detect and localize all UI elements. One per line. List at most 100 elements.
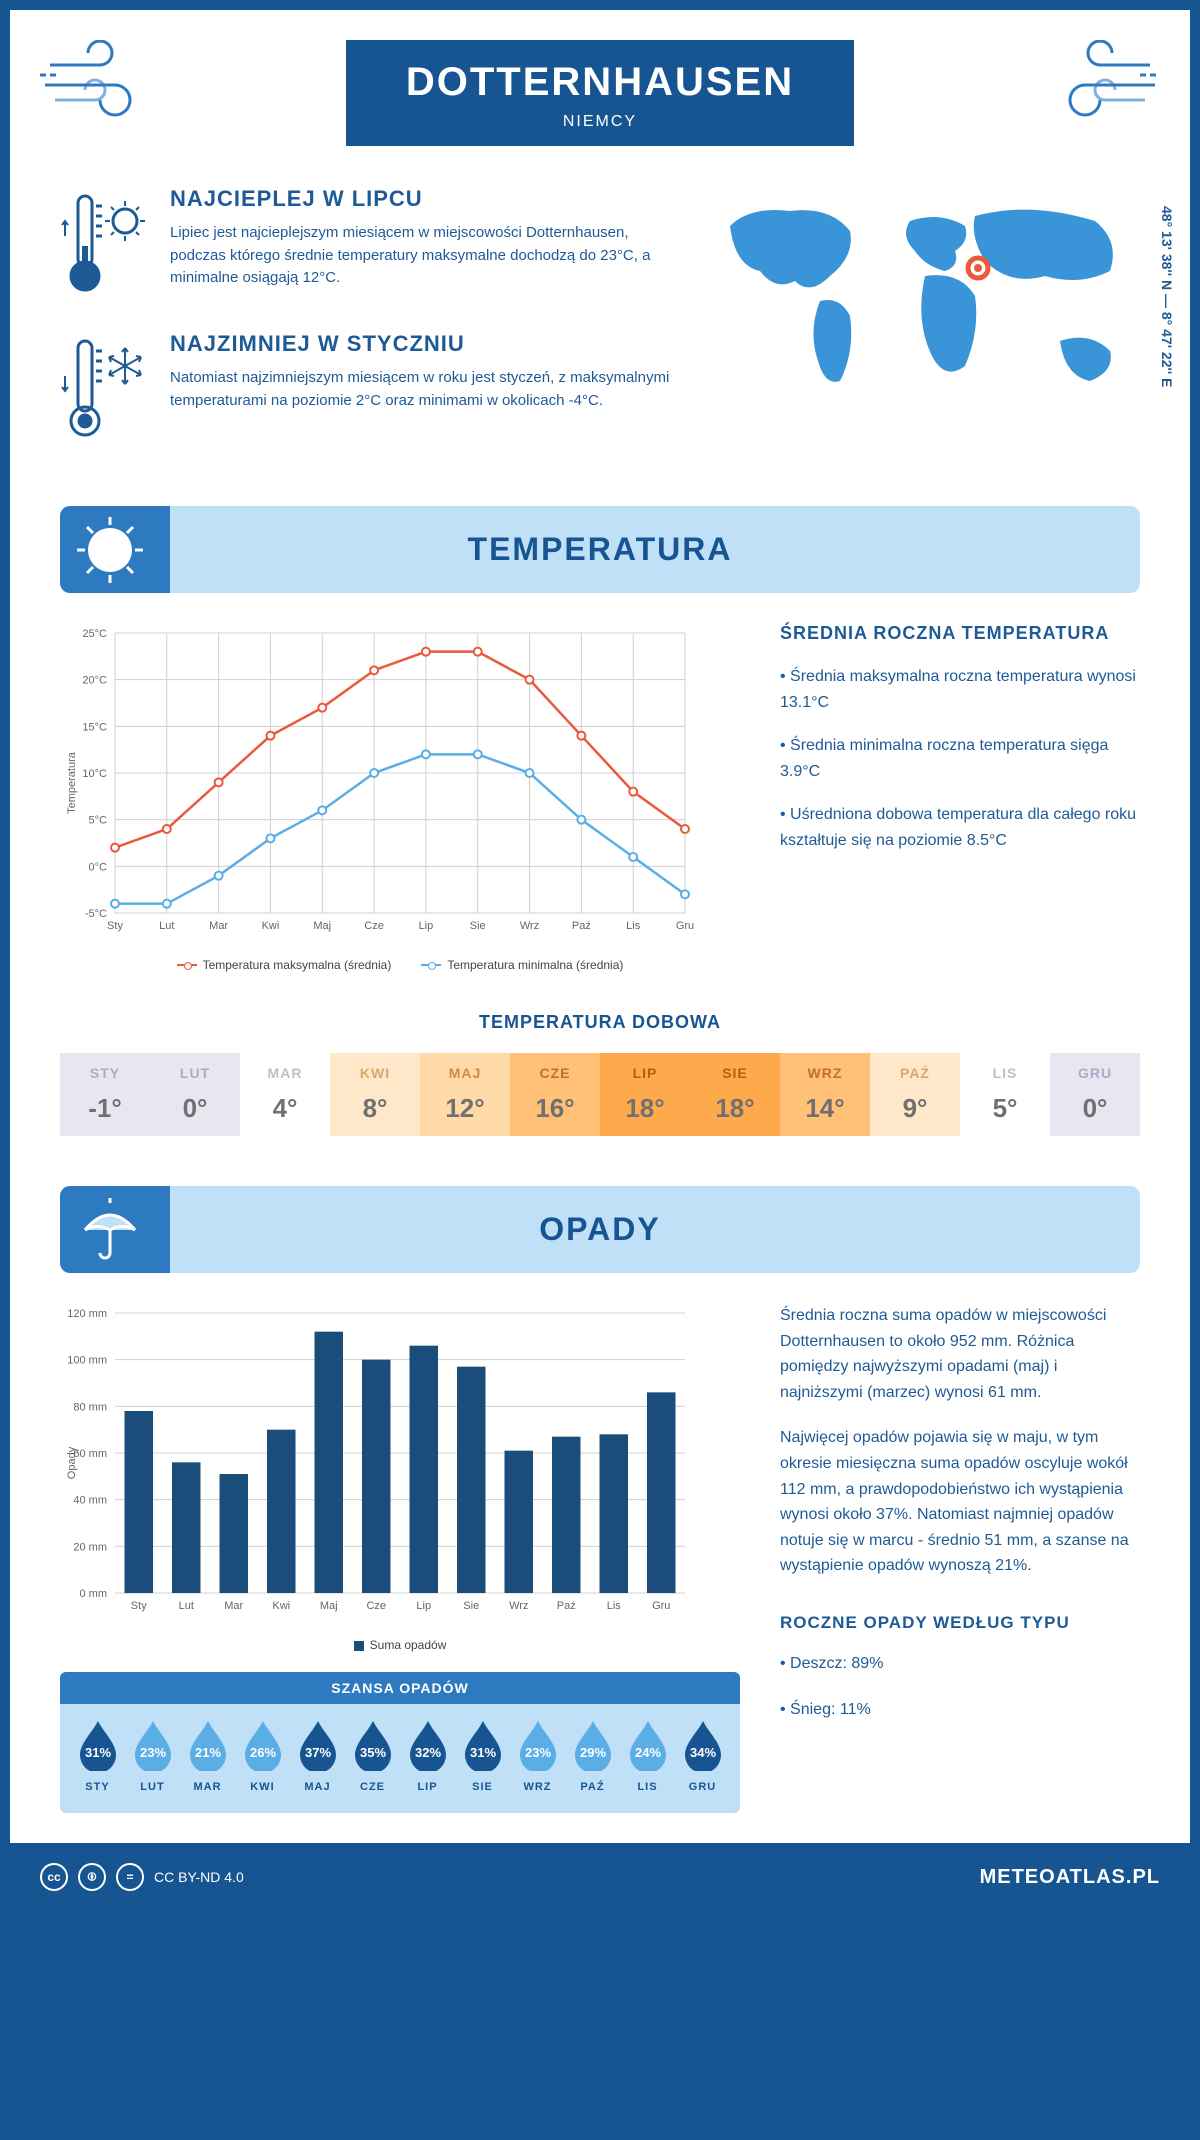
drop-item: 34%GRU — [675, 1719, 730, 1793]
warmest-block: NAJCIEPLEJ W LIPCU Lipiec jest najcieple… — [60, 186, 670, 301]
svg-text:0 mm: 0 mm — [80, 1588, 108, 1600]
svg-text:35%: 35% — [359, 1745, 385, 1760]
temp-info-title: ŚREDNIA ROCZNA TEMPERATURA — [780, 623, 1140, 644]
temp-bullet: • Średnia maksymalna roczna temperatura … — [780, 664, 1140, 715]
page: DOTTERNHAUSEN NIEMCY NAJCIEPLEJ W LIPCU … — [10, 10, 1190, 1911]
thermometer-sun-icon — [60, 186, 150, 301]
daily-cell: KWI8° — [330, 1053, 420, 1136]
svg-text:Mar: Mar — [224, 1600, 243, 1612]
daily-cell: SIE18° — [690, 1053, 780, 1136]
svg-text:29%: 29% — [579, 1745, 605, 1760]
svg-text:Sty: Sty — [107, 920, 123, 932]
precip-snow: • Śnieg: 11% — [780, 1697, 1140, 1723]
svg-text:20°C: 20°C — [82, 675, 107, 687]
sun-badge-icon — [60, 506, 170, 593]
wind-icon — [40, 40, 160, 125]
daily-temp-table: STY-1°LUT0°MAR4°KWI8°MAJ12°CZE16°LIP18°S… — [60, 1053, 1140, 1136]
svg-text:100 mm: 100 mm — [67, 1355, 107, 1367]
daily-cell: PAŹ9° — [870, 1053, 960, 1136]
drop-item: 23%WRZ — [510, 1719, 565, 1793]
site-name: METEOATLAS.PL — [980, 1866, 1160, 1889]
svg-text:Wrz: Wrz — [509, 1600, 528, 1612]
svg-text:Lis: Lis — [607, 1600, 622, 1612]
svg-text:Wrz: Wrz — [520, 920, 539, 932]
footer: cc 🅯 = CC BY-ND 4.0 METEOATLAS.PL — [10, 1843, 1190, 1911]
precip-rain: • Deszcz: 89% — [780, 1651, 1140, 1677]
svg-text:Cze: Cze — [366, 1600, 386, 1612]
drop-item: 31%STY — [70, 1719, 125, 1793]
svg-text:Lip: Lip — [419, 920, 434, 932]
svg-text:Kwi: Kwi — [262, 920, 280, 932]
precip-p1: Średnia roczna suma opadów w miejscowośc… — [780, 1303, 1140, 1405]
svg-text:32%: 32% — [414, 1745, 440, 1760]
cc-icon: cc — [40, 1863, 68, 1891]
temperature-header: TEMPERATURA — [60, 506, 1140, 593]
svg-text:-5°C: -5°C — [85, 908, 107, 920]
svg-text:26%: 26% — [249, 1745, 275, 1760]
warmest-title: NAJCIEPLEJ W LIPCU — [170, 186, 670, 212]
country-label: NIEMCY — [406, 113, 794, 131]
svg-text:Opady: Opady — [66, 1446, 78, 1479]
intro-row: NAJCIEPLEJ W LIPCU Lipiec jest najcieple… — [60, 186, 1140, 476]
svg-text:80 mm: 80 mm — [73, 1401, 107, 1413]
daily-temp-title: TEMPERATURA DOBOWA — [60, 1012, 1140, 1033]
svg-text:0°C: 0°C — [89, 861, 108, 873]
wind-icon — [1040, 40, 1160, 125]
daily-cell: WRZ14° — [780, 1053, 870, 1136]
svg-text:Lip: Lip — [416, 1600, 431, 1612]
svg-text:20 mm: 20 mm — [73, 1541, 107, 1553]
daily-cell: CZE16° — [510, 1053, 600, 1136]
svg-text:120 mm: 120 mm — [67, 1308, 107, 1320]
svg-text:37%: 37% — [304, 1745, 330, 1760]
svg-text:Gru: Gru — [676, 920, 694, 932]
svg-text:Sie: Sie — [463, 1600, 479, 1612]
svg-text:Lut: Lut — [179, 1600, 194, 1612]
daily-cell: STY-1° — [60, 1053, 150, 1136]
chance-title: SZANSA OPADÓW — [60, 1672, 740, 1704]
drop-item: 31%SIE — [455, 1719, 510, 1793]
daily-cell: MAR4° — [240, 1053, 330, 1136]
legend-min: Temperatura minimalna (średnia) — [447, 958, 623, 972]
chart-legend: Temperatura maksymalna (średnia) Tempera… — [60, 958, 740, 972]
temp-bullet: • Średnia minimalna roczna temperatura s… — [780, 733, 1140, 784]
drop-item: 29%PAŹ — [565, 1719, 620, 1793]
drop-item: 35%CZE — [345, 1719, 400, 1793]
svg-text:5°C: 5°C — [89, 815, 108, 827]
bar-legend: Suma opadów — [60, 1638, 740, 1652]
svg-text:24%: 24% — [634, 1745, 660, 1760]
svg-text:23%: 23% — [139, 1745, 165, 1760]
svg-text:21%: 21% — [194, 1745, 220, 1760]
svg-text:Gru: Gru — [652, 1600, 670, 1612]
drop-item: 23%LUT — [125, 1719, 180, 1793]
daily-cell: LUT0° — [150, 1053, 240, 1136]
svg-text:34%: 34% — [689, 1745, 715, 1760]
temperature-chart: -5°C0°C5°C10°C15°C20°C25°CStyLutMarKwiMa… — [60, 623, 740, 972]
coldest-title: NAJZIMNIEJ W STYCZNIU — [170, 331, 670, 357]
drop-item: 32%LIP — [400, 1719, 455, 1793]
temp-bullet: • Uśredniona dobowa temperatura dla całe… — [780, 802, 1140, 853]
svg-text:Lis: Lis — [626, 920, 641, 932]
precip-chart: 0 mm20 mm40 mm60 mm80 mm100 mm120 mmOpad… — [60, 1303, 740, 1652]
svg-text:Sie: Sie — [470, 920, 486, 932]
svg-text:Mar: Mar — [209, 920, 228, 932]
legend-label: Suma opadów — [370, 1638, 447, 1652]
svg-text:Paź: Paź — [572, 920, 591, 932]
temperature-info: ŚREDNIA ROCZNA TEMPERATURA • Średnia mak… — [780, 623, 1140, 972]
daily-cell: LIS5° — [960, 1053, 1050, 1136]
by-icon: 🅯 — [78, 1863, 106, 1891]
svg-text:31%: 31% — [469, 1745, 495, 1760]
license-text: CC BY-ND 4.0 — [154, 1869, 244, 1885]
coldest-text: Natomiast najzimniejszym miesiącem w rok… — [170, 367, 670, 412]
section-title: TEMPERATURA — [60, 531, 1140, 568]
precip-p2: Najwięcej opadów pojawia się w maju, w t… — [780, 1425, 1140, 1579]
svg-text:60 mm: 60 mm — [73, 1448, 107, 1460]
nd-icon: = — [116, 1863, 144, 1891]
svg-text:23%: 23% — [524, 1745, 550, 1760]
page-title: DOTTERNHAUSEN — [406, 60, 794, 105]
daily-cell: GRU0° — [1050, 1053, 1140, 1136]
chance-box: SZANSA OPADÓW 31%STY23%LUT21%MAR26%KWI37… — [60, 1672, 740, 1813]
daily-cell: LIP18° — [600, 1053, 690, 1136]
coldest-block: NAJZIMNIEJ W STYCZNIU Natomiast najzimni… — [60, 331, 670, 446]
coordinates: 48° 13' 38'' N — 8° 47' 22'' E — [1159, 206, 1175, 387]
section-title: OPADY — [60, 1211, 1140, 1248]
